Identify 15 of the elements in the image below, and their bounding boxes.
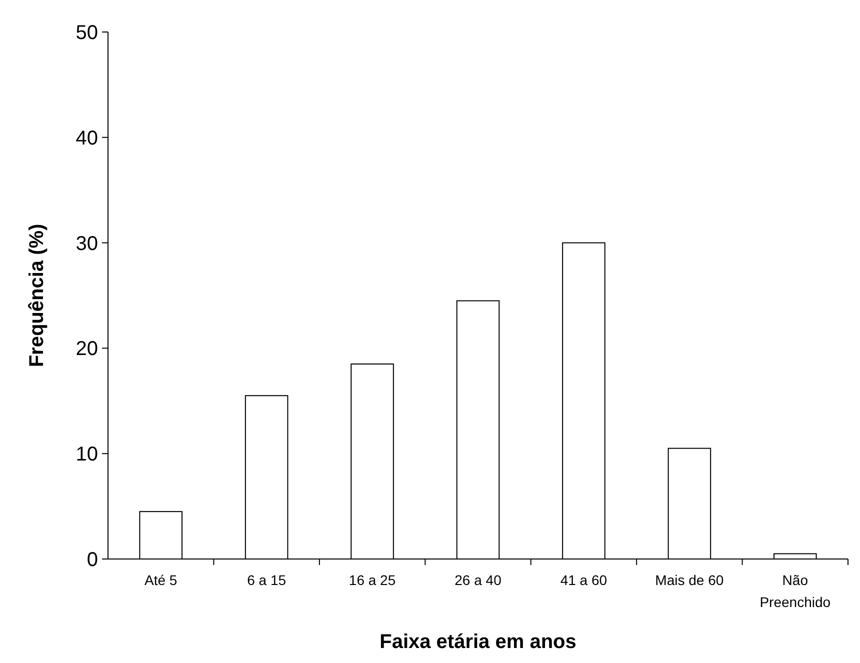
x-axis-title: Faixa etária em anos	[380, 631, 576, 653]
x-tick-label: 41 a 60	[560, 572, 608, 588]
y-tick-label: 0	[86, 549, 98, 571]
x-tick-label: 6 a 15	[247, 572, 286, 588]
y-tick-label: 50	[76, 22, 98, 44]
y-axis-title: Frequência (%)	[26, 224, 48, 368]
x-tick-label: 26 a 40	[454, 572, 502, 588]
x-tick-label: Mais de 60	[655, 572, 724, 588]
y-tick-label: 20	[76, 338, 98, 360]
x-tick-label: 16 a 25	[348, 572, 396, 588]
y-tick-label: 40	[76, 127, 98, 150]
y-tick-label: 10	[76, 444, 98, 466]
x-tick-label: Não Preenchido	[760, 572, 831, 610]
y-tick-label: 30	[76, 232, 98, 255]
x-tick-label: Até 5	[144, 572, 178, 588]
